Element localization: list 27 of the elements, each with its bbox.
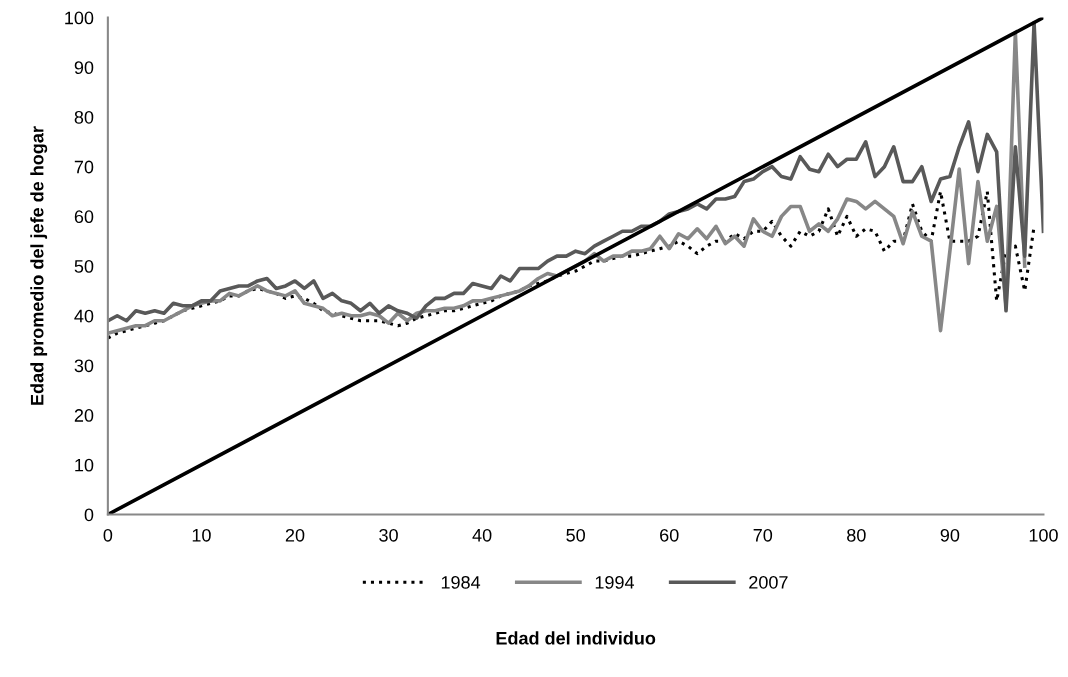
x-tick-label: 10 xyxy=(192,528,211,542)
y-tick-label: 10 xyxy=(75,458,94,472)
legend-label: 1984 xyxy=(441,575,481,589)
x-tick-label: 60 xyxy=(660,528,679,542)
y-tick-label: 30 xyxy=(74,359,94,373)
x-tick-label: 20 xyxy=(285,528,305,542)
y-tick-label: 0 xyxy=(84,508,94,522)
y-tick-label: 100 xyxy=(65,11,94,25)
y-tick-label: 40 xyxy=(74,309,94,323)
y-tick-label: 20 xyxy=(74,409,94,422)
x-tick-label: 40 xyxy=(472,528,492,542)
x-tick-label: 90 xyxy=(940,528,960,542)
x-axis-title: Edad del individuo xyxy=(496,631,656,645)
x-tick-label: 80 xyxy=(847,528,866,542)
legend-label: 1994 xyxy=(595,575,635,589)
legend-label: 2007 xyxy=(749,575,788,589)
y-tick-label: 50 xyxy=(74,260,94,273)
y-axis-title: Edad promedio del jefe de hogar xyxy=(30,126,48,405)
y-tick-label: 80 xyxy=(74,110,94,124)
x-tick-label: 0 xyxy=(103,528,113,542)
y-tick-label: 90 xyxy=(74,61,94,75)
y-tick-label: 70 xyxy=(74,160,94,174)
x-tick-label: 70 xyxy=(753,528,773,542)
x-tick-label: 50 xyxy=(566,528,585,542)
x-tick-label: 100 xyxy=(1029,528,1058,542)
y-tick-label: 60 xyxy=(74,210,94,224)
x-tick-label: 30 xyxy=(379,528,398,542)
